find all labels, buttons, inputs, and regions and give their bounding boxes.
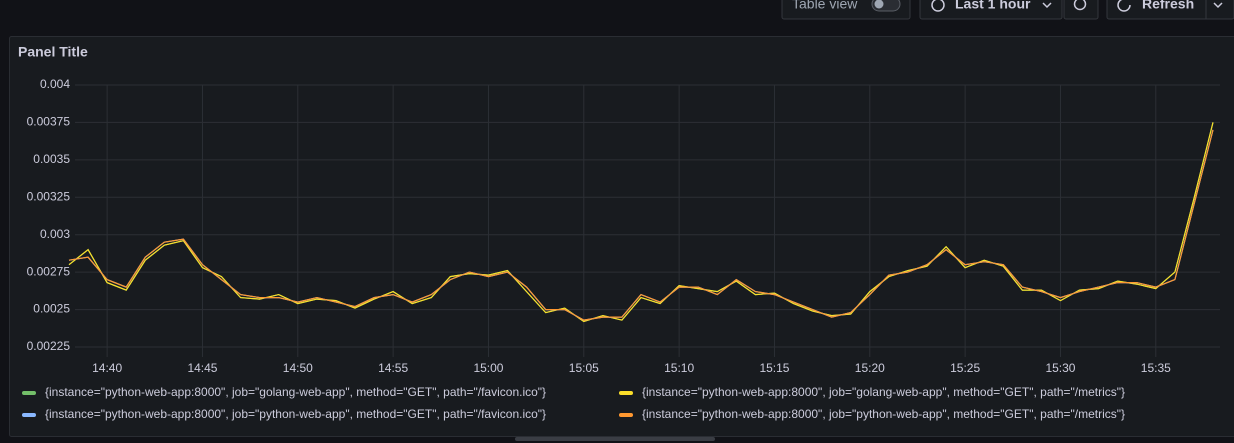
y-tick-label: 0.0025: [33, 302, 70, 316]
plot: 0.00225 0.0025 0.00275 0.003 0.00325 0.0035 0.…: [22, 77, 1220, 421]
toggle-knob: [874, 0, 884, 9]
legend-label: {instance="python-web-app:8000", job="py…: [45, 407, 546, 421]
table-view-label: Table view: [792, 0, 858, 12]
legend-swatch: [619, 413, 633, 417]
x-tick-label: 14:55: [378, 361, 408, 375]
panel: [9, 36, 1234, 437]
legend-swatch: [619, 391, 633, 395]
legend-swatch: [22, 391, 36, 395]
y-tick-label: 0.003: [40, 227, 70, 241]
x-tick-label: 14:50: [283, 361, 313, 375]
refresh-button[interactable]: [1106, 0, 1234, 20]
x-tick-label: 15:10: [664, 361, 694, 375]
legend-swatch: [22, 413, 36, 417]
y-tick-label: 0.004: [40, 77, 70, 91]
x-tick-label: 15:00: [473, 361, 503, 375]
refresh-icon: [1117, 0, 1131, 12]
y-tick-label: 0.00275: [27, 264, 71, 278]
x-tick-label: 14:40: [92, 361, 122, 375]
chevron: [1213, 2, 1223, 9]
zoom-icon: [1073, 0, 1087, 11]
y-tick-label: 0.0035: [33, 152, 70, 166]
chevron: [1042, 2, 1052, 9]
legend-label: {instance="python-web-app:8000", job="go…: [642, 385, 1125, 399]
legend-label: {instance="python-web-app:8000", job="go…: [45, 385, 546, 399]
y-tick-label: 0.00375: [27, 115, 71, 129]
clock-icon: [931, 0, 945, 12]
x-tick-label: 15:20: [855, 361, 885, 375]
time-range-picker[interactable]: [919, 0, 1063, 20]
series-line: [68, 129, 1214, 321]
x-tick-label: 15:05: [569, 361, 599, 375]
x-tick-label: 15:35: [1141, 361, 1171, 375]
refresh-label: Refresh: [1142, 0, 1194, 12]
y-tick-label: 0.00225: [27, 339, 71, 353]
x-tick-label: 15:15: [759, 361, 789, 375]
x-tick-label: 15:25: [950, 361, 980, 375]
legend-label: {instance="python-web-app:8000", job="py…: [642, 407, 1125, 421]
time-range-label: Last 1 hour: [955, 0, 1031, 12]
series-line: [68, 122, 1214, 323]
x-tick-label: 15:30: [1045, 361, 1075, 375]
scrollbar: [515, 437, 715, 441]
panel-title: Panel Title: [18, 44, 88, 60]
y-tick-label: 0.00325: [27, 189, 71, 203]
x-tick-label: 14:45: [187, 361, 217, 375]
